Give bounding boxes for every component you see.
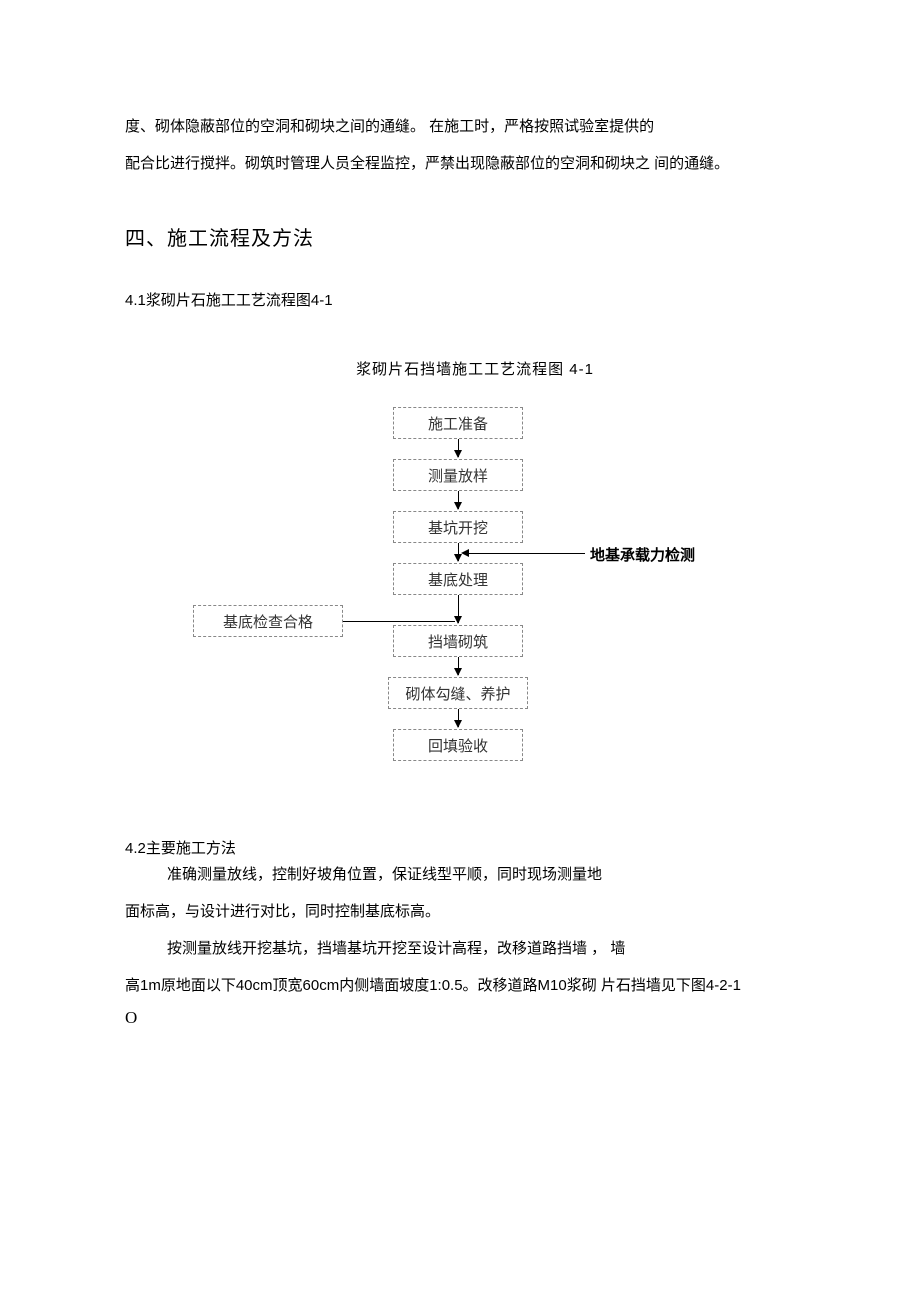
flow-right-connector-line (467, 553, 585, 554)
intro-paragraph-line2: 配合比进行搅拌。砌筑时管理人员全程监控，严禁出现隐蔽部位的空洞和砌块之 间的通缝… (125, 147, 825, 180)
flow-node-backfill: 回填验收 (393, 729, 523, 761)
flow-arrow-6 (458, 709, 459, 727)
subsection-4-1-title: 4.1浆砌片石施工工艺流程图4-1 (125, 289, 825, 310)
capital-o-mark: O (125, 1008, 825, 1028)
flow-right-connector-head (461, 549, 469, 557)
para-4-2-line-d: 高1m原地面以下40cm顶宽60cm内侧墙面坡度1:0.5。改移道路M10浆砌 … (125, 969, 825, 1002)
flow-arrow-3 (458, 543, 459, 561)
flowchart-container: 施工准备 测量放样 基坑开挖 基底处理 挡墙砌筑 砌体勾缝、养护 回填验收 基底… (135, 407, 835, 827)
flow-node-masonry: 挡墙砌筑 (393, 625, 523, 657)
para-4-2-line-a: 准确测量放线，控制好坡角位置，保证线型平顺，同时现场测量地 (125, 858, 825, 891)
subsection-4-2-title: 4.2主要施工方法 (125, 837, 825, 858)
para-4-2-line-c: 按测量放线开挖基坑，挡墙基坑开挖至设计高程，改移道路挡墙 ， 墙 (125, 932, 825, 965)
flow-arrow-4 (458, 595, 459, 623)
flow-node-prepare: 施工准备 (393, 407, 523, 439)
flow-side-left-box: 基底检查合格 (193, 605, 343, 637)
document-page: 度、砌体隐蔽部位的空洞和砌块之间的通缝。 在施工时，严格按照试验室提供的 配合比… (0, 0, 920, 1078)
flow-left-connector (343, 621, 455, 622)
flowchart-caption: 浆砌片石挡墙施工工艺流程图 4-1 (125, 358, 825, 379)
flow-arrow-2 (458, 491, 459, 509)
intro-paragraph-line1: 度、砌体隐蔽部位的空洞和砌块之间的通缝。 在施工时，严格按照试验室提供的 (125, 110, 825, 143)
flow-node-pointing: 砌体勾缝、养护 (388, 677, 528, 709)
flow-node-foundation: 基底处理 (393, 563, 523, 595)
flow-node-excavate: 基坑开挖 (393, 511, 523, 543)
para-4-2-line-b: 面标高，与设计进行对比，同时控制基底标高。 (125, 895, 825, 928)
flow-node-survey: 测量放样 (393, 459, 523, 491)
flow-arrow-5 (458, 657, 459, 675)
flow-side-right-label: 地基承载力检测 (590, 544, 695, 565)
section-4-title: 四、施工流程及方法 (125, 222, 825, 251)
flow-arrow-1 (458, 439, 459, 457)
